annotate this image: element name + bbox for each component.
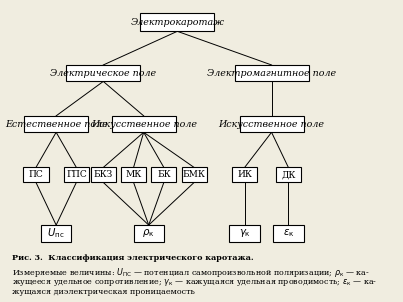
FancyBboxPatch shape — [235, 65, 309, 82]
FancyBboxPatch shape — [41, 225, 71, 242]
Text: ДК: ДК — [281, 170, 295, 179]
Text: Естественное поле: Естественное поле — [5, 120, 108, 129]
Text: МК: МК — [125, 170, 142, 179]
Text: $\varepsilon_{\mathrm{к}}$: $\varepsilon_{\mathrm{к}}$ — [283, 227, 294, 239]
Text: Измеряемые величины: $U_{\mathrm{ПС}}$ — потенциал самопроизвольной поляризации;: Измеряемые величины: $U_{\mathrm{ПС}}$ —… — [12, 265, 370, 279]
FancyBboxPatch shape — [232, 167, 257, 182]
Text: жущееся удельное сопротивление; $\gamma_{\mathrm{к}}$ — кажущаяся удельная прово: жущееся удельное сопротивление; $\gamma_… — [12, 277, 378, 288]
FancyBboxPatch shape — [140, 13, 214, 31]
Text: Рис. 3.  Классификация электрического каротажа.: Рис. 3. Классификация электрического кар… — [12, 254, 254, 262]
Text: Электрокаротаж: Электрокаротаж — [131, 18, 224, 27]
FancyBboxPatch shape — [151, 167, 177, 182]
FancyBboxPatch shape — [66, 65, 140, 82]
Text: БМК: БМК — [183, 170, 206, 179]
FancyBboxPatch shape — [64, 167, 89, 182]
Text: ГПС: ГПС — [66, 170, 87, 179]
Text: Электрическое поле: Электрическое поле — [50, 69, 156, 78]
Text: $U_{\mathrm{пс}}$: $U_{\mathrm{пс}}$ — [48, 226, 65, 240]
FancyBboxPatch shape — [91, 167, 116, 182]
FancyBboxPatch shape — [112, 116, 176, 132]
Text: жущаяся диэлектрическая проницаемость: жущаяся диэлектрическая проницаемость — [12, 288, 195, 296]
Text: $\gamma_{\mathrm{к}}$: $\gamma_{\mathrm{к}}$ — [239, 227, 251, 239]
Text: ИК: ИК — [237, 170, 252, 179]
FancyBboxPatch shape — [133, 225, 164, 242]
Text: БКЗ: БКЗ — [93, 170, 113, 179]
FancyBboxPatch shape — [239, 116, 303, 132]
FancyBboxPatch shape — [23, 167, 49, 182]
FancyBboxPatch shape — [121, 167, 146, 182]
FancyBboxPatch shape — [181, 167, 207, 182]
Text: $\rho_{\mathrm{к}}$: $\rho_{\mathrm{к}}$ — [142, 227, 155, 239]
Text: БК: БК — [157, 170, 170, 179]
Text: ПС: ПС — [29, 170, 44, 179]
FancyBboxPatch shape — [276, 167, 301, 182]
Text: Искусственное поле: Искусственное поле — [218, 120, 324, 129]
FancyBboxPatch shape — [273, 225, 303, 242]
FancyBboxPatch shape — [24, 116, 88, 132]
Text: Искусственное поле: Искусственное поле — [91, 120, 197, 129]
Text: Электромагнитное поле: Электромагнитное поле — [207, 69, 336, 78]
FancyBboxPatch shape — [229, 225, 260, 242]
